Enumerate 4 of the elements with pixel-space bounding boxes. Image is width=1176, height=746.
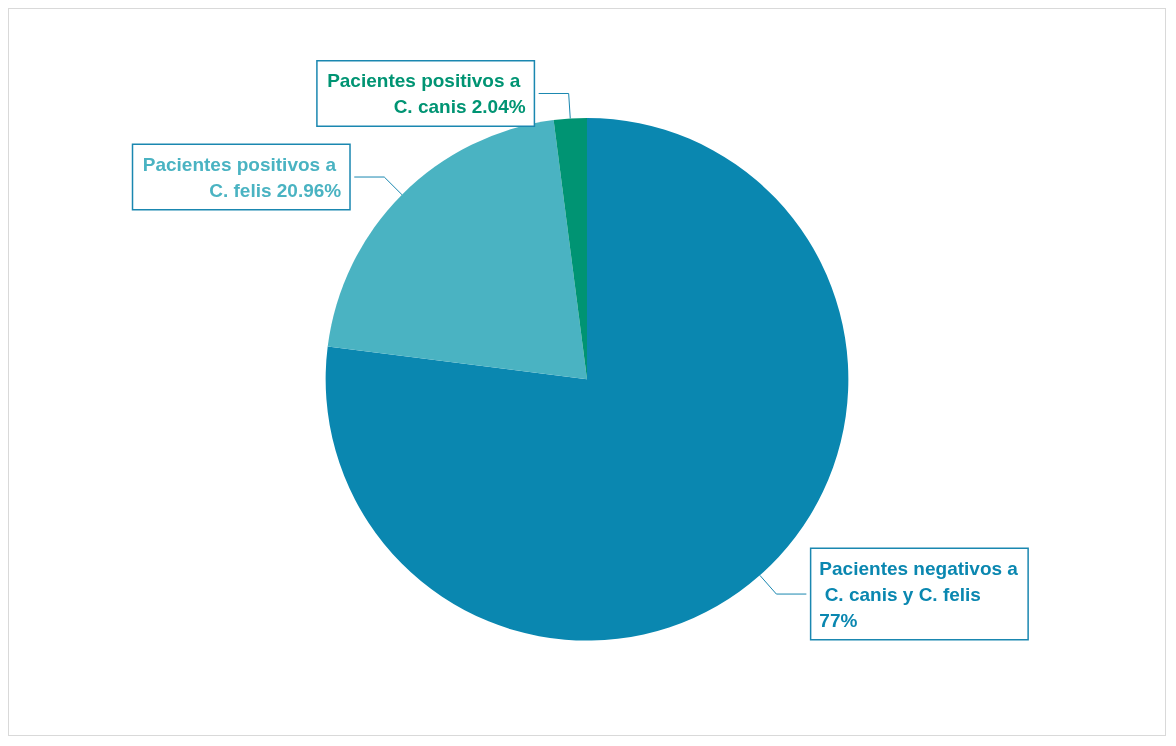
slice-label: Pacientes negativos a C. canis y C. felis (819, 557, 1019, 605)
slice-label: Pacientes positivos a C. canis 2.04% (327, 69, 526, 117)
slice-label: Pacientes positivos a C. felis 20.96% (142, 153, 342, 201)
data-label: 77% (819, 609, 858, 631)
